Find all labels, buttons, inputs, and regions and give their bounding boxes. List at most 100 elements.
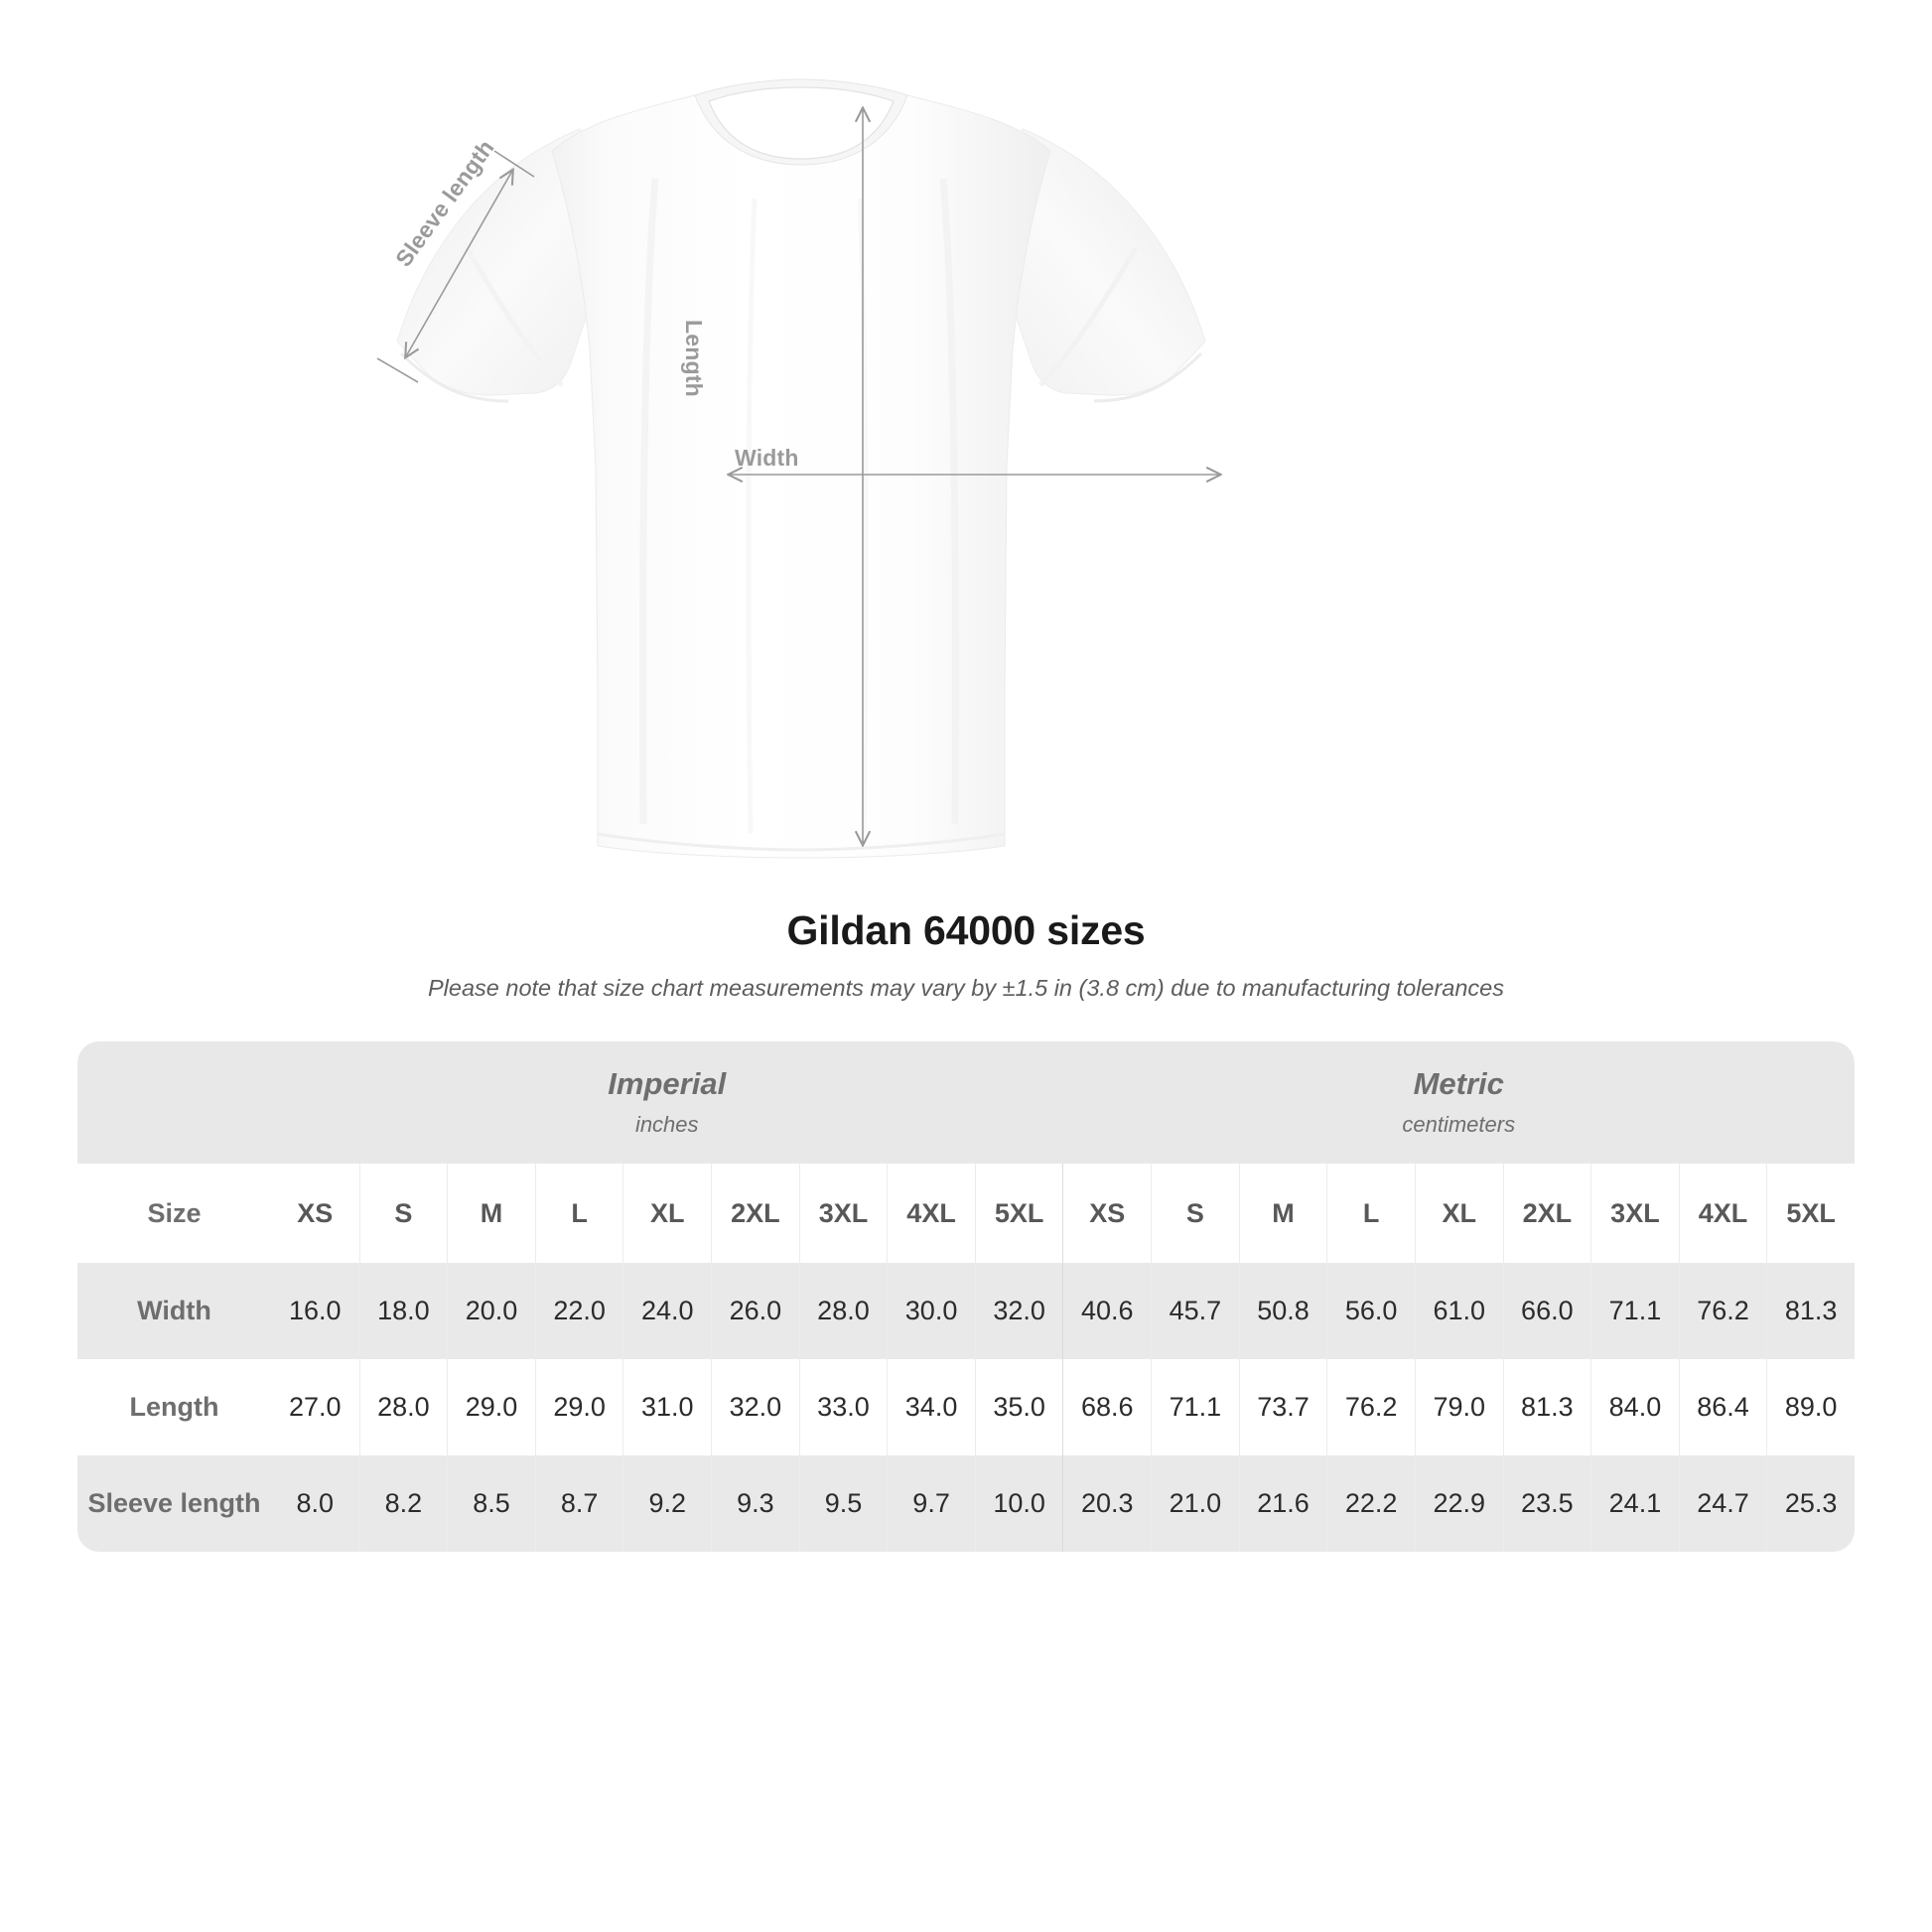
size-table-wrapper: Imperial inches Metric centimeters Size …: [77, 1041, 1855, 1552]
size-header-cell: XS: [271, 1164, 359, 1263]
cell: 27.0: [271, 1359, 359, 1455]
size-header-cell: 2XL: [1502, 1164, 1591, 1263]
cell: 76.2: [1678, 1263, 1767, 1359]
cell: 56.0: [1326, 1263, 1415, 1359]
cell: 8.2: [358, 1455, 448, 1552]
cell: 18.0: [358, 1263, 448, 1359]
tshirt-measurement-diagram: Sleeve length Length Width: [0, 0, 1932, 894]
cell: 9.3: [711, 1455, 799, 1552]
cell: 84.0: [1590, 1359, 1679, 1455]
cell: 31.0: [622, 1359, 712, 1455]
unit-header-spacer: [77, 1041, 271, 1164]
unit-group-imperial-sub: inches: [634, 1111, 699, 1137]
cell: 8.7: [534, 1455, 623, 1552]
cell: 24.0: [622, 1263, 712, 1359]
cell: 22.0: [534, 1263, 623, 1359]
cell: 28.0: [358, 1359, 448, 1455]
size-header-cell: 2XL: [711, 1164, 799, 1263]
size-header-cell: 3XL: [1590, 1164, 1679, 1263]
cell: 21.6: [1238, 1455, 1327, 1552]
size-header-cell: XL: [622, 1164, 712, 1263]
length-dimension-label: Length: [681, 320, 707, 397]
cell: 16.0: [271, 1263, 359, 1359]
size-header-cell: S: [358, 1164, 448, 1263]
cell: 21.0: [1151, 1455, 1239, 1552]
cell: 45.7: [1151, 1263, 1239, 1359]
cell: 34.0: [887, 1359, 975, 1455]
size-header-row: Size XS S M L XL 2XL 3XL 4XL 5XL XS S M …: [77, 1164, 1855, 1263]
size-header-cell: M: [1238, 1164, 1327, 1263]
size-chart-table: Imperial inches Metric centimeters Size …: [77, 1041, 1855, 1552]
cell: 10.0: [974, 1455, 1063, 1552]
cell: 40.6: [1062, 1263, 1152, 1359]
cell: 9.2: [622, 1455, 712, 1552]
garment-shape: [396, 78, 1206, 859]
cell: 24.1: [1590, 1455, 1679, 1552]
cell: 71.1: [1590, 1263, 1679, 1359]
sleeve-length-dimension-arrow: [376, 150, 535, 383]
size-header-cell: 3XL: [798, 1164, 888, 1263]
cell: 9.5: [798, 1455, 888, 1552]
table-row: Length 27.0 28.0 29.0 29.0 31.0 32.0 33.…: [77, 1359, 1855, 1455]
row-label-sleeve-length: Sleeve length: [77, 1455, 271, 1552]
row-label-length: Length: [77, 1359, 271, 1455]
chart-caption: Gildan 64000 sizes Please note that size…: [0, 907, 1932, 1002]
cell: 68.6: [1062, 1359, 1152, 1455]
unit-group-imperial: Imperial inches: [271, 1041, 1063, 1164]
cell: 25.3: [1766, 1455, 1855, 1552]
cell: 89.0: [1766, 1359, 1855, 1455]
unit-group-metric-name: Metric: [1413, 1066, 1504, 1102]
table-row: Width 16.0 18.0 20.0 22.0 24.0 26.0 28.0…: [77, 1263, 1855, 1359]
cell: 66.0: [1502, 1263, 1591, 1359]
cell: 32.0: [711, 1359, 799, 1455]
unit-group-imperial-name: Imperial: [608, 1066, 727, 1102]
cell: 30.0: [887, 1263, 975, 1359]
cell: 76.2: [1326, 1359, 1415, 1455]
size-header-cell: XS: [1062, 1164, 1152, 1263]
cell: 8.5: [447, 1455, 535, 1552]
size-header-cell: S: [1151, 1164, 1239, 1263]
unit-group-header-row: Imperial inches Metric centimeters: [77, 1041, 1855, 1164]
cell: 8.0: [271, 1455, 359, 1552]
cell: 32.0: [974, 1263, 1063, 1359]
cell: 33.0: [798, 1359, 888, 1455]
tolerance-note: Please note that size chart measurements…: [428, 975, 1504, 1001]
cell: 28.0: [798, 1263, 888, 1359]
size-header-cell: 4XL: [1678, 1164, 1767, 1263]
cell: 71.1: [1151, 1359, 1239, 1455]
size-header-cell: 5XL: [974, 1164, 1063, 1263]
cell: 50.8: [1238, 1263, 1327, 1359]
cell: 9.7: [887, 1455, 975, 1552]
cell: 81.3: [1502, 1359, 1591, 1455]
cell: 20.3: [1062, 1455, 1152, 1552]
unit-group-metric: Metric centimeters: [1062, 1041, 1855, 1164]
cell: 26.0: [711, 1263, 799, 1359]
cell: 29.0: [447, 1359, 535, 1455]
cell: 23.5: [1502, 1455, 1591, 1552]
unit-group-metric-sub: centimeters: [1402, 1111, 1516, 1137]
cell: 24.7: [1678, 1455, 1767, 1552]
cell: 86.4: [1678, 1359, 1767, 1455]
cell: 22.2: [1326, 1455, 1415, 1552]
size-header-cell: XL: [1414, 1164, 1503, 1263]
width-dimension-label: Width: [735, 445, 799, 471]
size-header-cell: 5XL: [1766, 1164, 1855, 1263]
size-header-cell: L: [1326, 1164, 1415, 1263]
tshirt-illustration: [376, 78, 1932, 859]
row-label-width: Width: [77, 1263, 271, 1359]
cell: 22.9: [1414, 1455, 1503, 1552]
cell: 20.0: [447, 1263, 535, 1359]
table-row: Sleeve length 8.0 8.2 8.5 8.7 9.2 9.3 9.…: [77, 1455, 1855, 1552]
page-title: Gildan 64000 sizes: [786, 907, 1146, 953]
cell: 35.0: [974, 1359, 1063, 1455]
size-header-label: Size: [77, 1164, 271, 1263]
cell: 29.0: [534, 1359, 623, 1455]
size-header-cell: M: [447, 1164, 535, 1263]
cell: 79.0: [1414, 1359, 1503, 1455]
size-header-cell: L: [534, 1164, 623, 1263]
cell: 61.0: [1414, 1263, 1503, 1359]
cell: 73.7: [1238, 1359, 1327, 1455]
cell: 81.3: [1766, 1263, 1855, 1359]
size-header-cell: 4XL: [887, 1164, 975, 1263]
